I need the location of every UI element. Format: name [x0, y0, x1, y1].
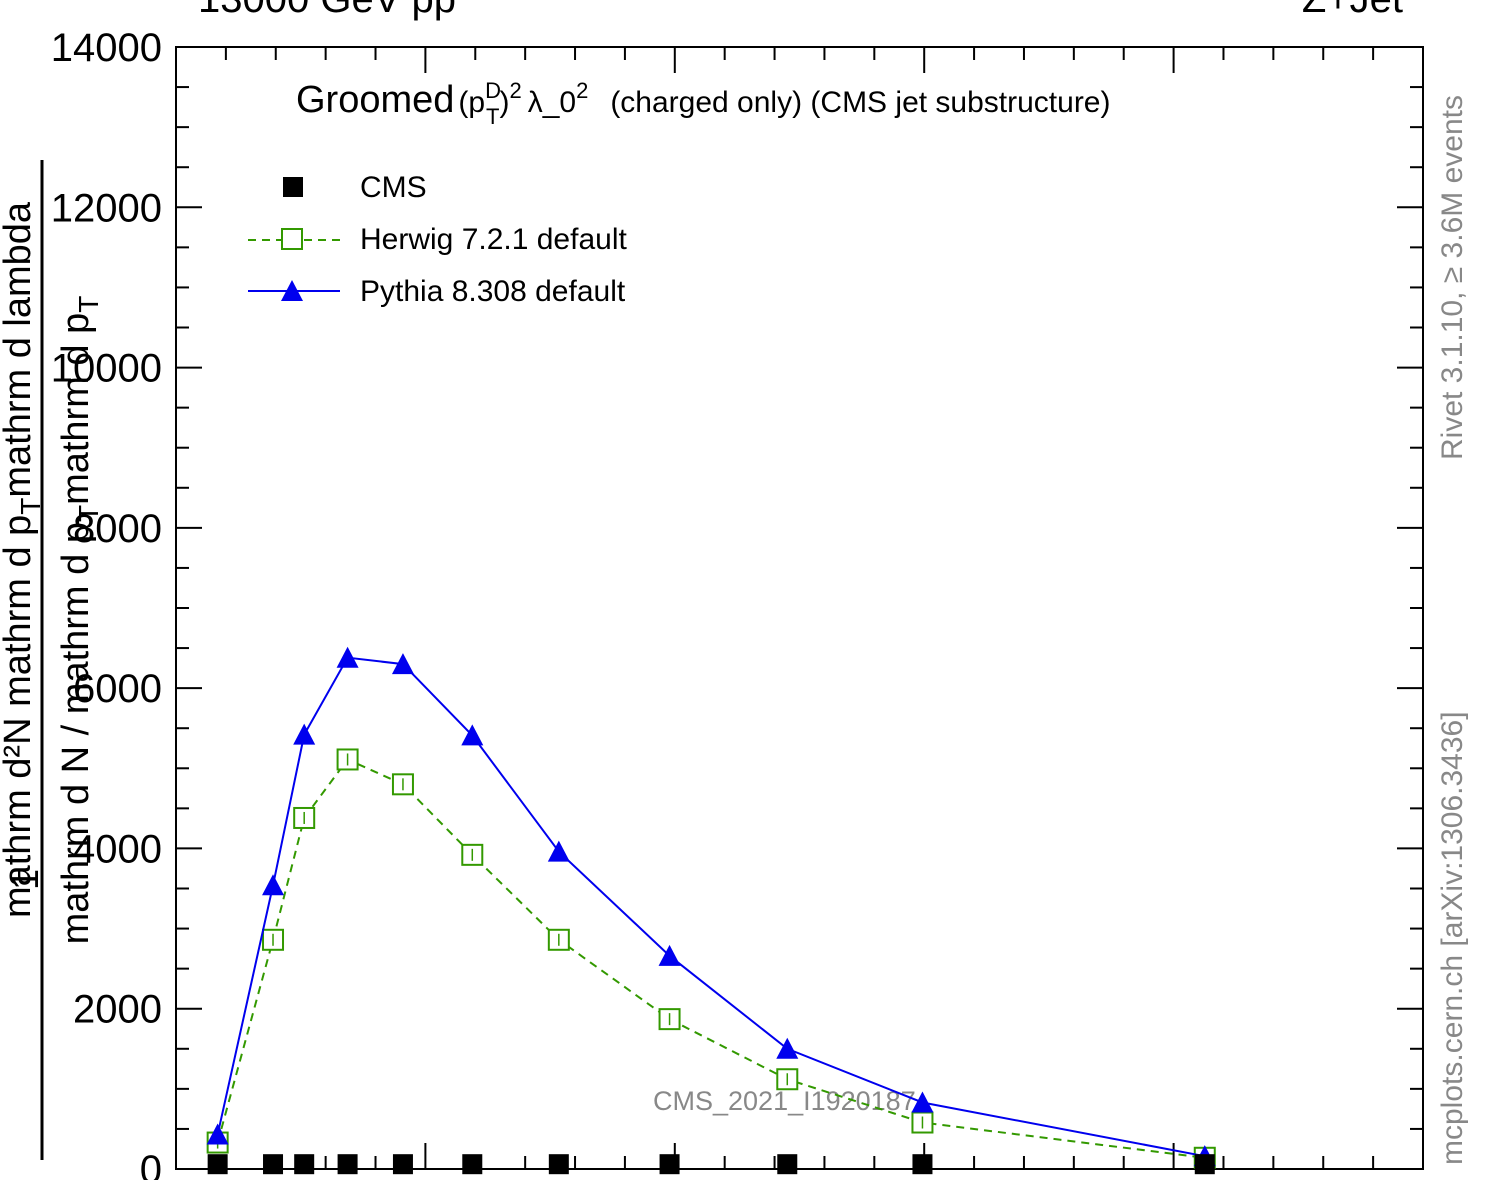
pythia-line: [216, 656, 1205, 1158]
y-tick-label: 0: [140, 1148, 162, 1180]
cms-point: [912, 1154, 933, 1175]
mcplots-label: mcplots.cern.ch [arXiv:1306.3436]: [1436, 711, 1469, 1165]
y-tick-label: 8000: [73, 507, 162, 551]
cms-point: [659, 1154, 680, 1175]
y-tick-label: 2000: [73, 988, 162, 1032]
legend-pythia-label: Pythia 8.308 default: [360, 275, 626, 308]
cms-point: [263, 1154, 284, 1175]
pythia-point: [658, 944, 681, 966]
y-tick-label: 6000: [73, 667, 162, 711]
y-axis-label: 1 mathrm d²N mathrm d pTmathrm d lambda …: [0, 160, 104, 1160]
y-axis-label-one: 1: [5, 869, 47, 890]
y-tick-label: 12000: [51, 186, 162, 230]
cms-point: [548, 1154, 569, 1175]
legend-pythia-marker: [281, 280, 303, 301]
cms-point: [337, 1154, 358, 1175]
cms-point: [207, 1154, 228, 1175]
pythia-point: [776, 1037, 799, 1059]
legend-cms-marker: [283, 177, 303, 197]
analysis-watermark: CMS_2021_I1920187: [653, 1086, 916, 1116]
y-axis-label-denominator: mathrm d N / mathrm d pTmathrm d pT: [55, 296, 104, 945]
cms-point: [392, 1154, 413, 1175]
y-axis-tick-labels: 0 2000 4000 6000 8000 10000 12000 14000: [51, 26, 162, 1180]
header-right: Z+Jet: [1302, 0, 1403, 21]
pythia-point: [911, 1091, 934, 1113]
y-tick-label: 14000: [51, 26, 162, 70]
herwig-line: [216, 758, 1205, 1159]
legend-cms-label: CMS: [360, 171, 427, 204]
x-axis-ticks: [175, 47, 1424, 1169]
y-tick-label: 4000: [73, 827, 162, 871]
pythia-point: [461, 724, 484, 746]
cms-point: [777, 1154, 798, 1175]
legend-herwig-label: Herwig 7.2.1 default: [360, 223, 627, 256]
pythia-point: [293, 723, 316, 745]
legend-herwig-marker: [281, 228, 303, 250]
pythia-point: [262, 874, 285, 896]
pythia-point: [336, 646, 359, 668]
pythia-point: [206, 1123, 229, 1145]
plot-frame: [175, 46, 1424, 1170]
rivet-version-label: Rivet 3.1.10, ≥ 3.6M events: [1436, 95, 1469, 460]
y-axis-ticks: [176, 46, 1423, 1170]
cms-point: [1194, 1154, 1215, 1175]
legend: CMS Herwig 7.2.1 default Pythia 8.308 de…: [248, 171, 627, 308]
cms-point: [294, 1154, 315, 1175]
pythia-point: [391, 653, 414, 675]
cms-point: [462, 1154, 483, 1175]
y-axis-label-numerator: mathrm d²N mathrm d pTmathrm d lambda: [0, 201, 46, 918]
plot-title: Groomed (pD T)2 λ_02 (charged only) (CMS jet…: [296, 78, 1110, 129]
pythia-point: [547, 840, 570, 862]
y-tick-label: 10000: [51, 347, 162, 391]
cms-series: [207, 1154, 1215, 1175]
header-left: 13000 GeV pp: [198, 0, 456, 21]
herwig-series: [206, 748, 1216, 1169]
